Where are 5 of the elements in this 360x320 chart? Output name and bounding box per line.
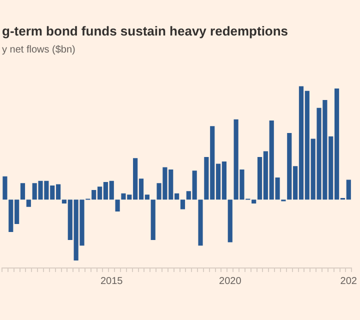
x-tick-label: 2015 <box>100 276 124 287</box>
x-tick-label: 2020 <box>219 276 242 287</box>
chart-subtitle: y net flows ($bn) <box>2 44 76 56</box>
chart-title: g-term bond funds sustain heavy redemptions <box>2 23 288 38</box>
x-tick-label: 202 <box>340 276 358 287</box>
